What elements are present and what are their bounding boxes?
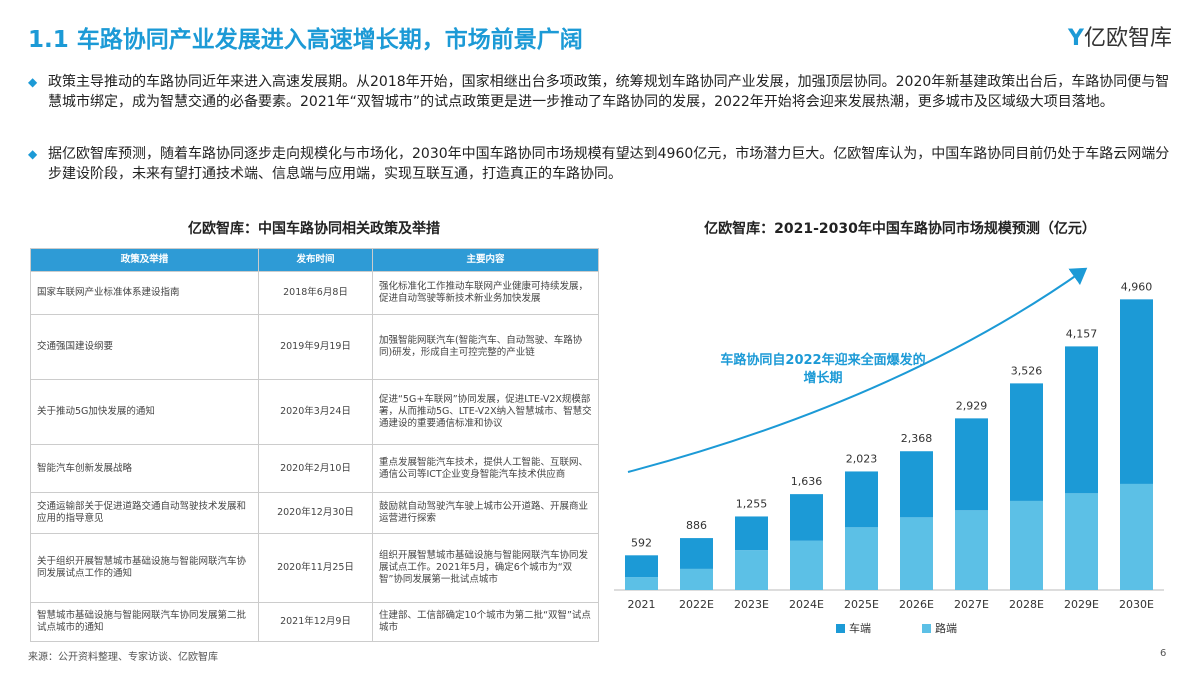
legend-swatch [836,624,845,633]
table-cell: 住建部、工信部确定10个城市为第二批“双智”试点城市 [372,602,599,642]
legend-swatch [922,624,931,633]
x-tick-label: 2029E [1064,598,1099,611]
bar-segment [790,540,823,590]
table-row: 智慧城市基础设施与智能网联汽车协同发展第二批试点城市的通知 2021年12月9日住… [30,602,599,642]
bar-segment [735,516,768,551]
bullet: 政策主导推动的车路协同近年来进入高速发展期。从2018年开始，国家相继出台多项政… [28,72,1178,112]
table-cell: 交通运输部关于促进道路交通自动驾驶技术发展和应用的指导意见 [30,492,259,534]
table-cell: 2020年3月24日 [258,379,373,445]
table-cell: 2020年11月25日 [258,533,373,603]
table-cell: 2019年9月19日 [258,314,373,380]
source: 来源：公开资料整理、专家访谈、亿欧智库 [28,652,218,663]
bullet: 据亿欧智库预测，随着车路协同逐步走向规模化与市场化，2030年中国车路协同市场规… [28,144,1178,184]
logo: Y亿欧智库 [1068,20,1172,52]
bar-segment [790,494,823,541]
total-label: 4,960 [1121,280,1153,293]
bar-segment [1010,500,1043,590]
total-label: 1,636 [791,475,823,488]
table-cell: 智能汽车创新发展战略 [30,444,259,493]
table-row: 交通运输部关于促进道路交通自动驾驶技术发展和应用的指导意见 2020年12月30日… [30,492,599,534]
table-title: 亿欧智库：中国车路协同相关政策及举措 [188,221,440,237]
column-header: 主要内容 [372,248,599,272]
header-row: 政策及举措 发布时间 主要内容 [30,248,599,272]
x-tick-label: 2026E [899,598,934,611]
logo-mark: Y [1068,26,1084,51]
x-tick-label: 2030E [1119,598,1154,611]
table: 政策及举措 发布时间 主要内容 国家车联网产业标准体系建设指南 2018年6月8日 强化标… [30,248,599,642]
x-tick-label: 2027E [954,598,989,611]
bar-segment [955,418,988,511]
bar-segment [1120,483,1153,590]
chart-title: 亿欧智库：2021-2030年中国车路协同市场规模预测（亿元） [704,221,1096,237]
bar-segment [680,568,713,590]
column-header: 政策及举措 [30,248,259,272]
total-label: 3,526 [1011,364,1043,377]
x-tick-label: 2022E [679,598,714,611]
table-cell: 重点发展智能汽车技术，提供人工智能、互联网、通信公司等ICT企业变身智能汽车技术… [372,444,599,493]
total-label: 2,929 [956,399,988,412]
bar-segment [735,550,768,590]
bar-segment [955,510,988,590]
table-cell: 2021年12月9日 [258,602,373,642]
bar-segment [1065,493,1098,590]
legend-label: 路端 [935,622,957,635]
logo-text: 亿欧智库 [1083,26,1172,51]
bar-segment [1120,299,1153,484]
bar-segment [1010,383,1043,501]
x-tick-label: 2025E [844,598,879,611]
bar-segment [845,471,878,528]
annotation: 车路协同自2022年迎来全面爆发的增长期 [720,353,926,386]
bar-segment [900,451,933,518]
total-label: 2,368 [901,432,933,445]
total-label: 4,157 [1066,327,1098,340]
legend-label: 车端 [849,621,871,635]
total-label: 2,023 [846,452,878,465]
total-label: 592 [631,536,652,549]
table-cell: 国家车联网产业标准体系建设指南 [30,271,259,315]
table-row: 关于组织开展智慧城市基础设施与智能网联汽车协同发展试点工作的通知 2020年11月… [30,533,599,603]
bar-segment [900,517,933,590]
table-cell: 组织开展智慧城市基础设施与智能网联汽车协同发展试点工作。2021年5月，确定6个… [372,533,599,603]
x-tick-label: 2028E [1009,598,1044,611]
bar-segment [625,555,658,578]
table-cell: 关于推动5G加快发展的通知 [30,379,259,445]
column-header: 发布时间 [258,248,373,272]
bar-segment [625,577,658,590]
title: 1.1 车路协同产业发展进入高速增长期，市场前景广阔 [28,27,583,53]
total-label: 1,255 [736,497,768,510]
page-number: 6 [1160,648,1167,659]
table-row: 国家车联网产业标准体系建设指南 2018年6月8日 强化标准化工作推动车联网产业健康… [30,271,599,315]
x-tick-label: 2024E [789,598,824,611]
x-tick-label: 2023E [734,598,769,611]
bar-segment [1065,346,1098,494]
x-tick-label: 2021 [628,598,656,611]
table-row: 智能汽车创新发展战略 2020年2月10日 重点发展智能汽车技术，提供人工智能、互联… [30,444,599,493]
bar-segment [845,527,878,590]
table-cell: 鼓励就自动驾驶汽车驶上城市公开道路、开展商业运营进行探索 [372,492,599,534]
total-label: 886 [686,519,707,532]
trend-arrow [627,267,1088,473]
bar-segment [680,538,713,569]
